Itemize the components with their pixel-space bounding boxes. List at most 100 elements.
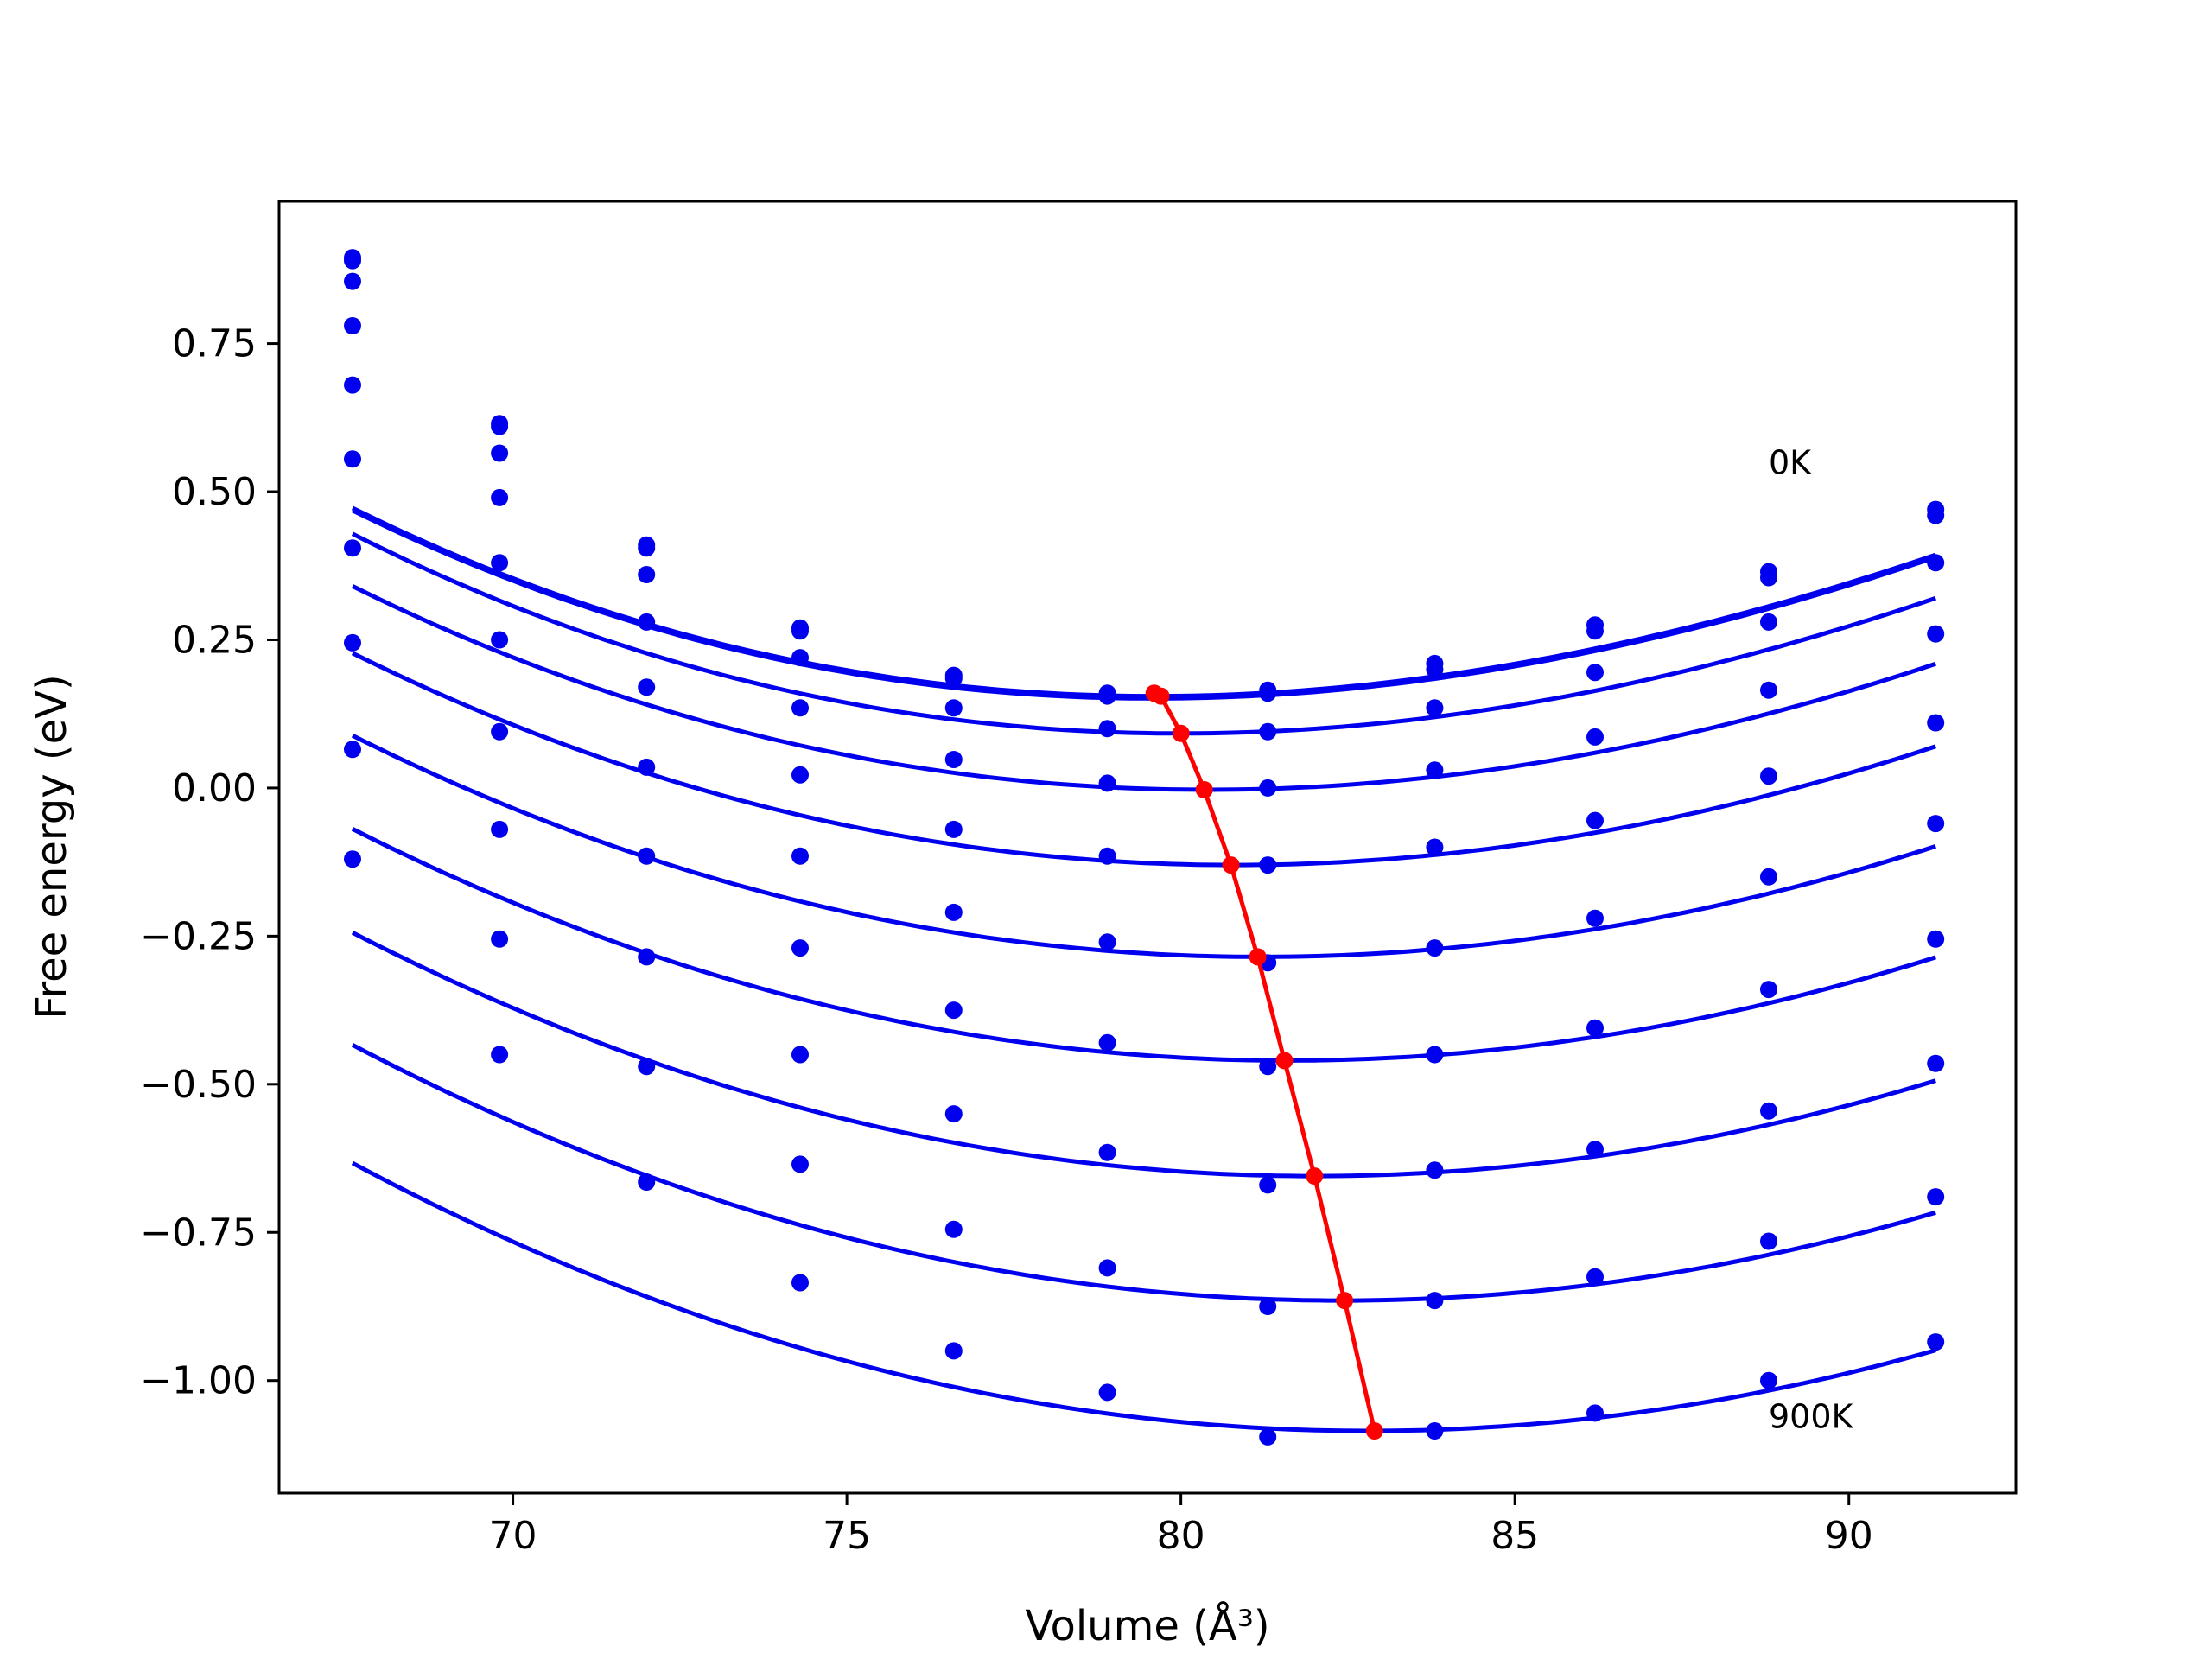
y-axis-label: Free energy (eV) (28, 674, 76, 1019)
data-point (1586, 664, 1604, 682)
data-point (1426, 699, 1444, 717)
data-point (638, 1058, 656, 1076)
data-point (638, 539, 656, 557)
data-point (791, 649, 809, 667)
isotherm-curve-4 (351, 651, 1936, 868)
data-point (791, 939, 809, 957)
data-point (1760, 1232, 1777, 1250)
data-point (1098, 1033, 1116, 1052)
y-tick-label: −0.25 (140, 914, 257, 958)
data-point (1586, 1404, 1604, 1422)
data-point (1259, 722, 1277, 741)
isotherm-curve-5 (351, 734, 1936, 959)
data-point (344, 317, 361, 334)
isotherm-curve-3 (351, 584, 1936, 792)
data-point (491, 930, 509, 948)
x-tick-label: 75 (823, 1514, 871, 1558)
data-point (1259, 856, 1277, 874)
data-point (638, 948, 656, 966)
data-point (1927, 1054, 1945, 1072)
data-point (1927, 930, 1945, 948)
data-point (1426, 1292, 1444, 1310)
data-point (491, 1046, 509, 1064)
y-tick-label: 0.75 (172, 322, 257, 366)
isotherm-curve-7 (351, 931, 1936, 1179)
minimum-point (1365, 1422, 1383, 1440)
fitted-curves (351, 505, 1936, 1433)
data-point (638, 1173, 656, 1191)
minimum-point (1152, 687, 1170, 705)
data-point (638, 678, 656, 696)
data-point (638, 613, 656, 631)
data-point (1927, 554, 1945, 572)
data-point (1760, 681, 1777, 699)
data-point (1760, 1102, 1777, 1120)
data-point (1098, 1143, 1116, 1161)
y-tick-label: 0.25 (172, 618, 257, 662)
data-point (1760, 613, 1777, 631)
data-point (1760, 868, 1777, 886)
data-point (944, 1001, 963, 1020)
data-point (344, 450, 361, 468)
data-point (1927, 714, 1945, 732)
data-point (1586, 622, 1604, 640)
data-point (791, 847, 809, 865)
data-point (491, 488, 509, 506)
data-point (1927, 506, 1945, 524)
data-point (344, 251, 361, 270)
data-point (1760, 767, 1777, 785)
minimum-path-line (1153, 690, 1377, 1432)
data-point (1586, 909, 1604, 927)
data-point (791, 1274, 809, 1292)
data-point (638, 847, 656, 865)
y-tick-label: −1.00 (140, 1359, 257, 1403)
data-point (944, 699, 963, 717)
x-tick-label: 85 (1491, 1514, 1539, 1558)
data-point (1426, 838, 1444, 856)
data-point (1586, 811, 1604, 830)
data-point (1259, 1427, 1277, 1446)
plot-area (344, 249, 1945, 1446)
data-point (1426, 1422, 1444, 1440)
minimum-path (1145, 684, 1383, 1440)
data-point (791, 622, 809, 640)
data-point (1927, 1188, 1945, 1206)
data-point (1259, 1058, 1277, 1076)
plot-frame (277, 200, 2018, 1495)
data-points (344, 249, 1945, 1446)
data-point (1259, 1176, 1277, 1194)
temperature-annotation: 900K (1769, 1398, 1854, 1436)
y-tick-label: −0.75 (140, 1211, 257, 1255)
data-point (1426, 939, 1444, 957)
data-point (1259, 779, 1277, 797)
data-point (1760, 1371, 1777, 1389)
data-point (791, 1155, 809, 1173)
data-point (1586, 728, 1604, 746)
data-point (1098, 847, 1116, 865)
data-point (1098, 687, 1116, 705)
minimum-point (1195, 781, 1213, 798)
data-point (1586, 1019, 1604, 1037)
data-point (1259, 684, 1277, 702)
minimum-point (1306, 1167, 1324, 1185)
data-point (944, 903, 963, 921)
data-point (791, 1046, 809, 1064)
data-point (791, 699, 809, 717)
data-point (1426, 1161, 1444, 1179)
data-point (1927, 815, 1945, 833)
data-point (944, 751, 963, 768)
data-point (791, 766, 809, 784)
isotherm-curve-9 (351, 1160, 1936, 1433)
data-point (344, 850, 361, 868)
annotations: 0K 900K (1769, 444, 1854, 1436)
minimum-point (1222, 856, 1240, 874)
data-point (1586, 1268, 1604, 1286)
data-point (1586, 1141, 1604, 1159)
data-point (1426, 1046, 1444, 1064)
data-point (491, 631, 509, 649)
data-point (491, 444, 509, 462)
data-point (1098, 774, 1116, 792)
data-point (944, 670, 963, 688)
data-point (491, 417, 509, 435)
data-point (344, 376, 361, 394)
